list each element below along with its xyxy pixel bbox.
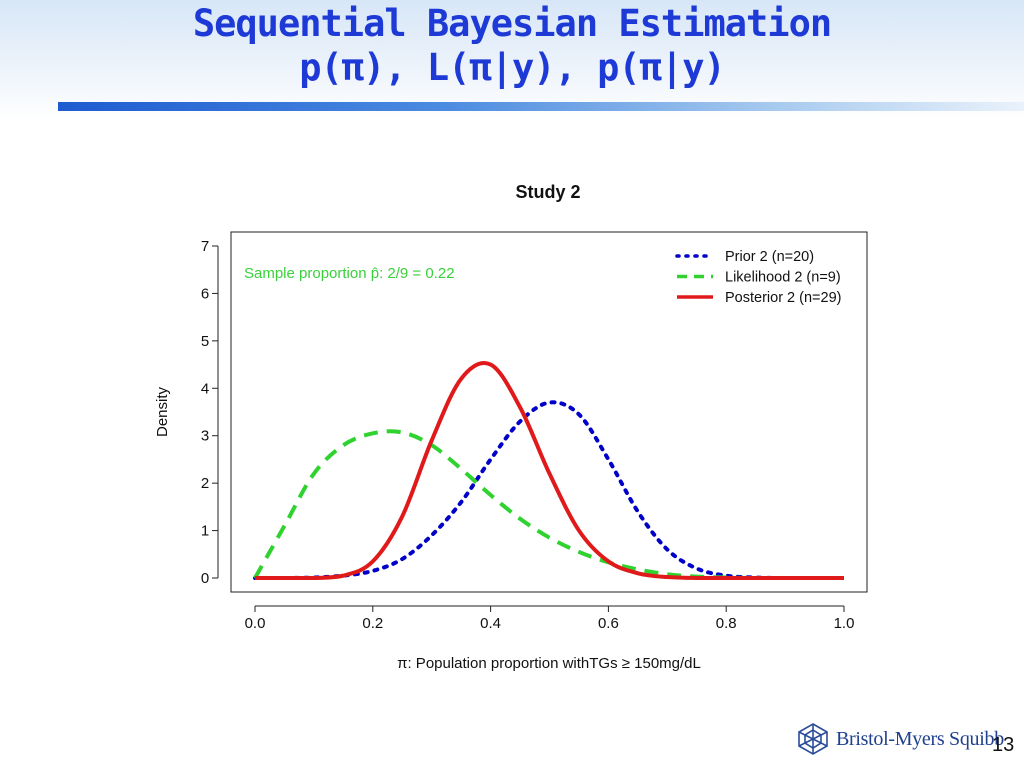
- y-tick-label: 6: [201, 285, 209, 302]
- series-line: [253, 429, 844, 580]
- brand-name: Bristol-Myers Squibb: [836, 727, 1004, 750]
- x-tick-label: 0.2: [362, 615, 383, 632]
- y-tick-label: 0: [201, 570, 209, 587]
- header-background: [0, 0, 1024, 120]
- y-tick-label: 5: [201, 333, 209, 350]
- y-tick-label: 4: [201, 380, 209, 397]
- x-tick-label: 0.0: [245, 615, 266, 632]
- y-tick-label: 7: [201, 238, 209, 255]
- series-line: [255, 361, 844, 580]
- title-line-1: Sequential Bayesian Estimation: [192, 2, 832, 45]
- x-tick-label: 0.6: [598, 615, 619, 632]
- slide-title: Sequential Bayesian Estimation p(π), L(π…: [0, 2, 1024, 90]
- bms-logo-icon: [798, 723, 828, 755]
- y-tick-label: 3: [201, 428, 209, 445]
- plot-frame: [230, 231, 868, 593]
- legend-label: Likelihood 2 (n=9): [725, 270, 841, 286]
- chart-title: Study 2: [515, 182, 580, 202]
- legend-label: Prior 2 (n=20): [725, 249, 814, 265]
- x-tick-label: 1.0: [834, 615, 855, 632]
- y-tick-label: 2: [201, 475, 209, 492]
- x-tick-label: 0.4: [480, 615, 501, 632]
- page-number: 13: [992, 734, 1015, 756]
- axes: 0.0 0.2 0.4 0.6 0.8 1.0 0 1 2 3 4 5 6 7: [201, 238, 855, 632]
- x-tick-label: 0.8: [716, 615, 737, 632]
- legend: Prior 2 (n=20) Likelihood 2 (n=9) Posterio…: [675, 249, 841, 306]
- legend-label: Posterior 2 (n=29): [725, 290, 841, 306]
- header-rule: [58, 102, 1024, 111]
- brand-logo: Bristol-Myers Squibb: [796, 722, 1004, 756]
- ylabel: Density: [154, 386, 171, 437]
- title-line-2: p(π), L(π|y), p(π|y): [299, 46, 726, 89]
- series-layer: [253, 361, 846, 580]
- y-tick-label: 1: [201, 523, 209, 540]
- xlabel: π: Population proportion withTGs ≥ 150mg…: [397, 655, 701, 672]
- sample-proportion-annotation: Sample proportion p̂: 2/9 = 0.22: [244, 265, 455, 282]
- series-line: [253, 400, 846, 580]
